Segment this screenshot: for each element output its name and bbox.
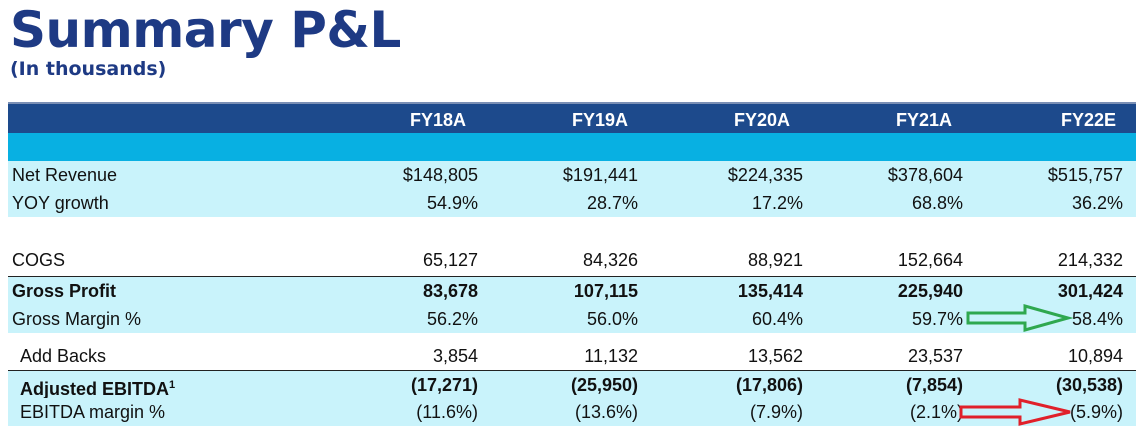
green-arrow-icon [966,304,1074,332]
cell-value: (25,950) [570,375,638,395]
row-label: COGS [12,250,66,270]
table-row-yoy-growth: YOY growth 54.9% 28.7% 17.2% 68.8% 36.2% [8,189,1136,217]
cell-value: (7.9%) [749,402,803,422]
cell-value: 214,332 [1057,250,1123,270]
cell-value: 152,664 [897,250,963,270]
row-label: Gross Margin % [12,309,142,329]
cell-value: (5.9%) [1069,402,1123,422]
cell-value: 107,115 [573,281,638,301]
table-row-ebitda-margin: EBITDA margin % (11.6%) (13.6%) (7.9%) (… [8,398,1136,426]
column-header-fy18a: FY18A [409,110,466,130]
row-label: Net Revenue [12,165,118,185]
cell-value: 301,424 [1057,281,1123,301]
page-title: Summary P&L [10,1,401,59]
cell-value: 28.7% [586,193,638,213]
table-row-add-backs: Add Backs 3,854 11,132 13,562 23,537 10,… [8,342,1136,370]
cell-value: 60.4% [751,309,803,329]
cell-value: $224,335 [727,165,803,185]
cell-value: (7,854) [905,375,963,395]
cell-value: 65,127 [422,250,478,270]
column-header-fy22e: FY22E [1060,110,1116,130]
cell-value: 36.2% [1071,193,1123,213]
table-row-cogs: COGS 65,127 84,326 88,921 152,664 214,33… [8,246,1136,274]
cell-value: (17,271) [410,375,478,395]
cell-value: 59.7% [911,309,963,329]
cell-value: (30,538) [1055,375,1123,395]
row-label: YOY growth [12,193,109,213]
table-row-adjusted-ebitda: Adjusted EBITDA1 (17,271) (25,950) (17,8… [8,370,1136,399]
cell-value: 56.0% [586,309,638,329]
cell-value: 11,132 [584,346,638,366]
cell-value: (17,806) [735,375,803,395]
row-label: Add Backs [20,346,107,366]
cell-value: $148,805 [402,165,478,185]
cell-value: (2.1%) [909,402,963,422]
cell-value: 58.4% [1071,309,1123,329]
page-subtitle: (In thousands) [10,58,167,80]
cell-value: 3,854 [432,346,478,366]
cell-value: 84,326 [582,250,638,270]
cell-value: 88,921 [747,250,803,270]
cell-value: 83,678 [422,281,478,301]
cell-value: 135,414 [737,281,803,301]
cell-value: (13.6%) [574,402,638,422]
row-label: Adjusted EBITDA1 [20,371,175,399]
cell-value: 13,562 [747,346,803,366]
cell-value: $191,441 [562,165,638,185]
row-label-text: Adjusted EBITDA [20,379,170,399]
table-header-accent-band [8,133,1136,161]
cell-value: $378,604 [887,165,963,185]
cell-value: $515,757 [1047,165,1123,185]
row-label: Gross Profit [12,281,117,301]
cell-value: 225,940 [897,281,963,301]
column-header-fy21a: FY21A [895,110,952,130]
row-label: EBITDA margin % [20,402,166,422]
cell-value: 10,894 [1067,346,1123,366]
cell-value: 23,537 [907,346,963,366]
cell-value: (11.6%) [416,402,478,422]
column-header-fy20a: FY20A [733,110,790,130]
footnote-marker: 1 [169,379,176,391]
cell-value: 56.2% [426,309,478,329]
table-row-net-revenue: Net Revenue $148,805 $191,441 $224,335 $… [8,161,1136,189]
column-header-fy19a: FY19A [571,110,628,130]
table-row-gross-profit: Gross Profit 83,678 107,115 135,414 225,… [8,276,1136,305]
table-header-band [8,102,1136,135]
red-arrow-icon [959,398,1071,426]
cell-value: 54.9% [426,193,478,213]
cell-value: 68.8% [911,193,963,213]
cell-value: 17.2% [751,193,803,213]
table-row-gross-margin: Gross Margin % 56.2% 56.0% 60.4% 59.7% 5… [8,305,1136,333]
